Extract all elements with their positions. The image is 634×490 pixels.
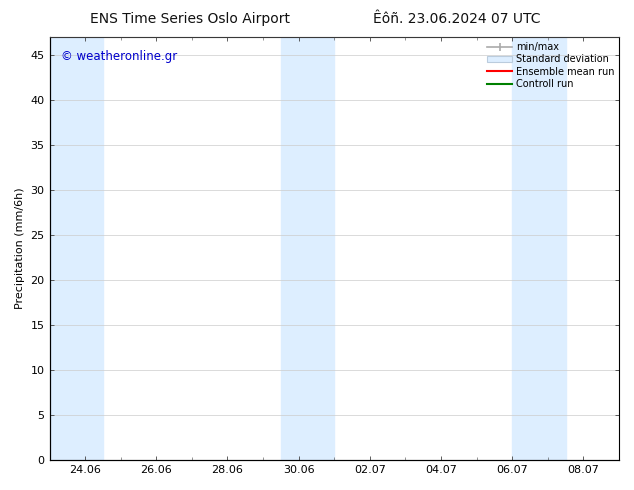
Text: © weatheronline.gr: © weatheronline.gr: [61, 50, 177, 63]
Bar: [281, 37, 334, 460]
Bar: [49, 37, 103, 460]
Y-axis label: Precipitation (mm/6h): Precipitation (mm/6h): [15, 188, 25, 309]
Bar: [512, 37, 566, 460]
Legend: min/max, Standard deviation, Ensemble mean run, Controll run: min/max, Standard deviation, Ensemble me…: [486, 40, 616, 91]
Text: ENS Time Series Oslo Airport: ENS Time Series Oslo Airport: [90, 12, 290, 26]
Text: Êôñ. 23.06.2024 07 UTC: Êôñ. 23.06.2024 07 UTC: [373, 12, 540, 26]
